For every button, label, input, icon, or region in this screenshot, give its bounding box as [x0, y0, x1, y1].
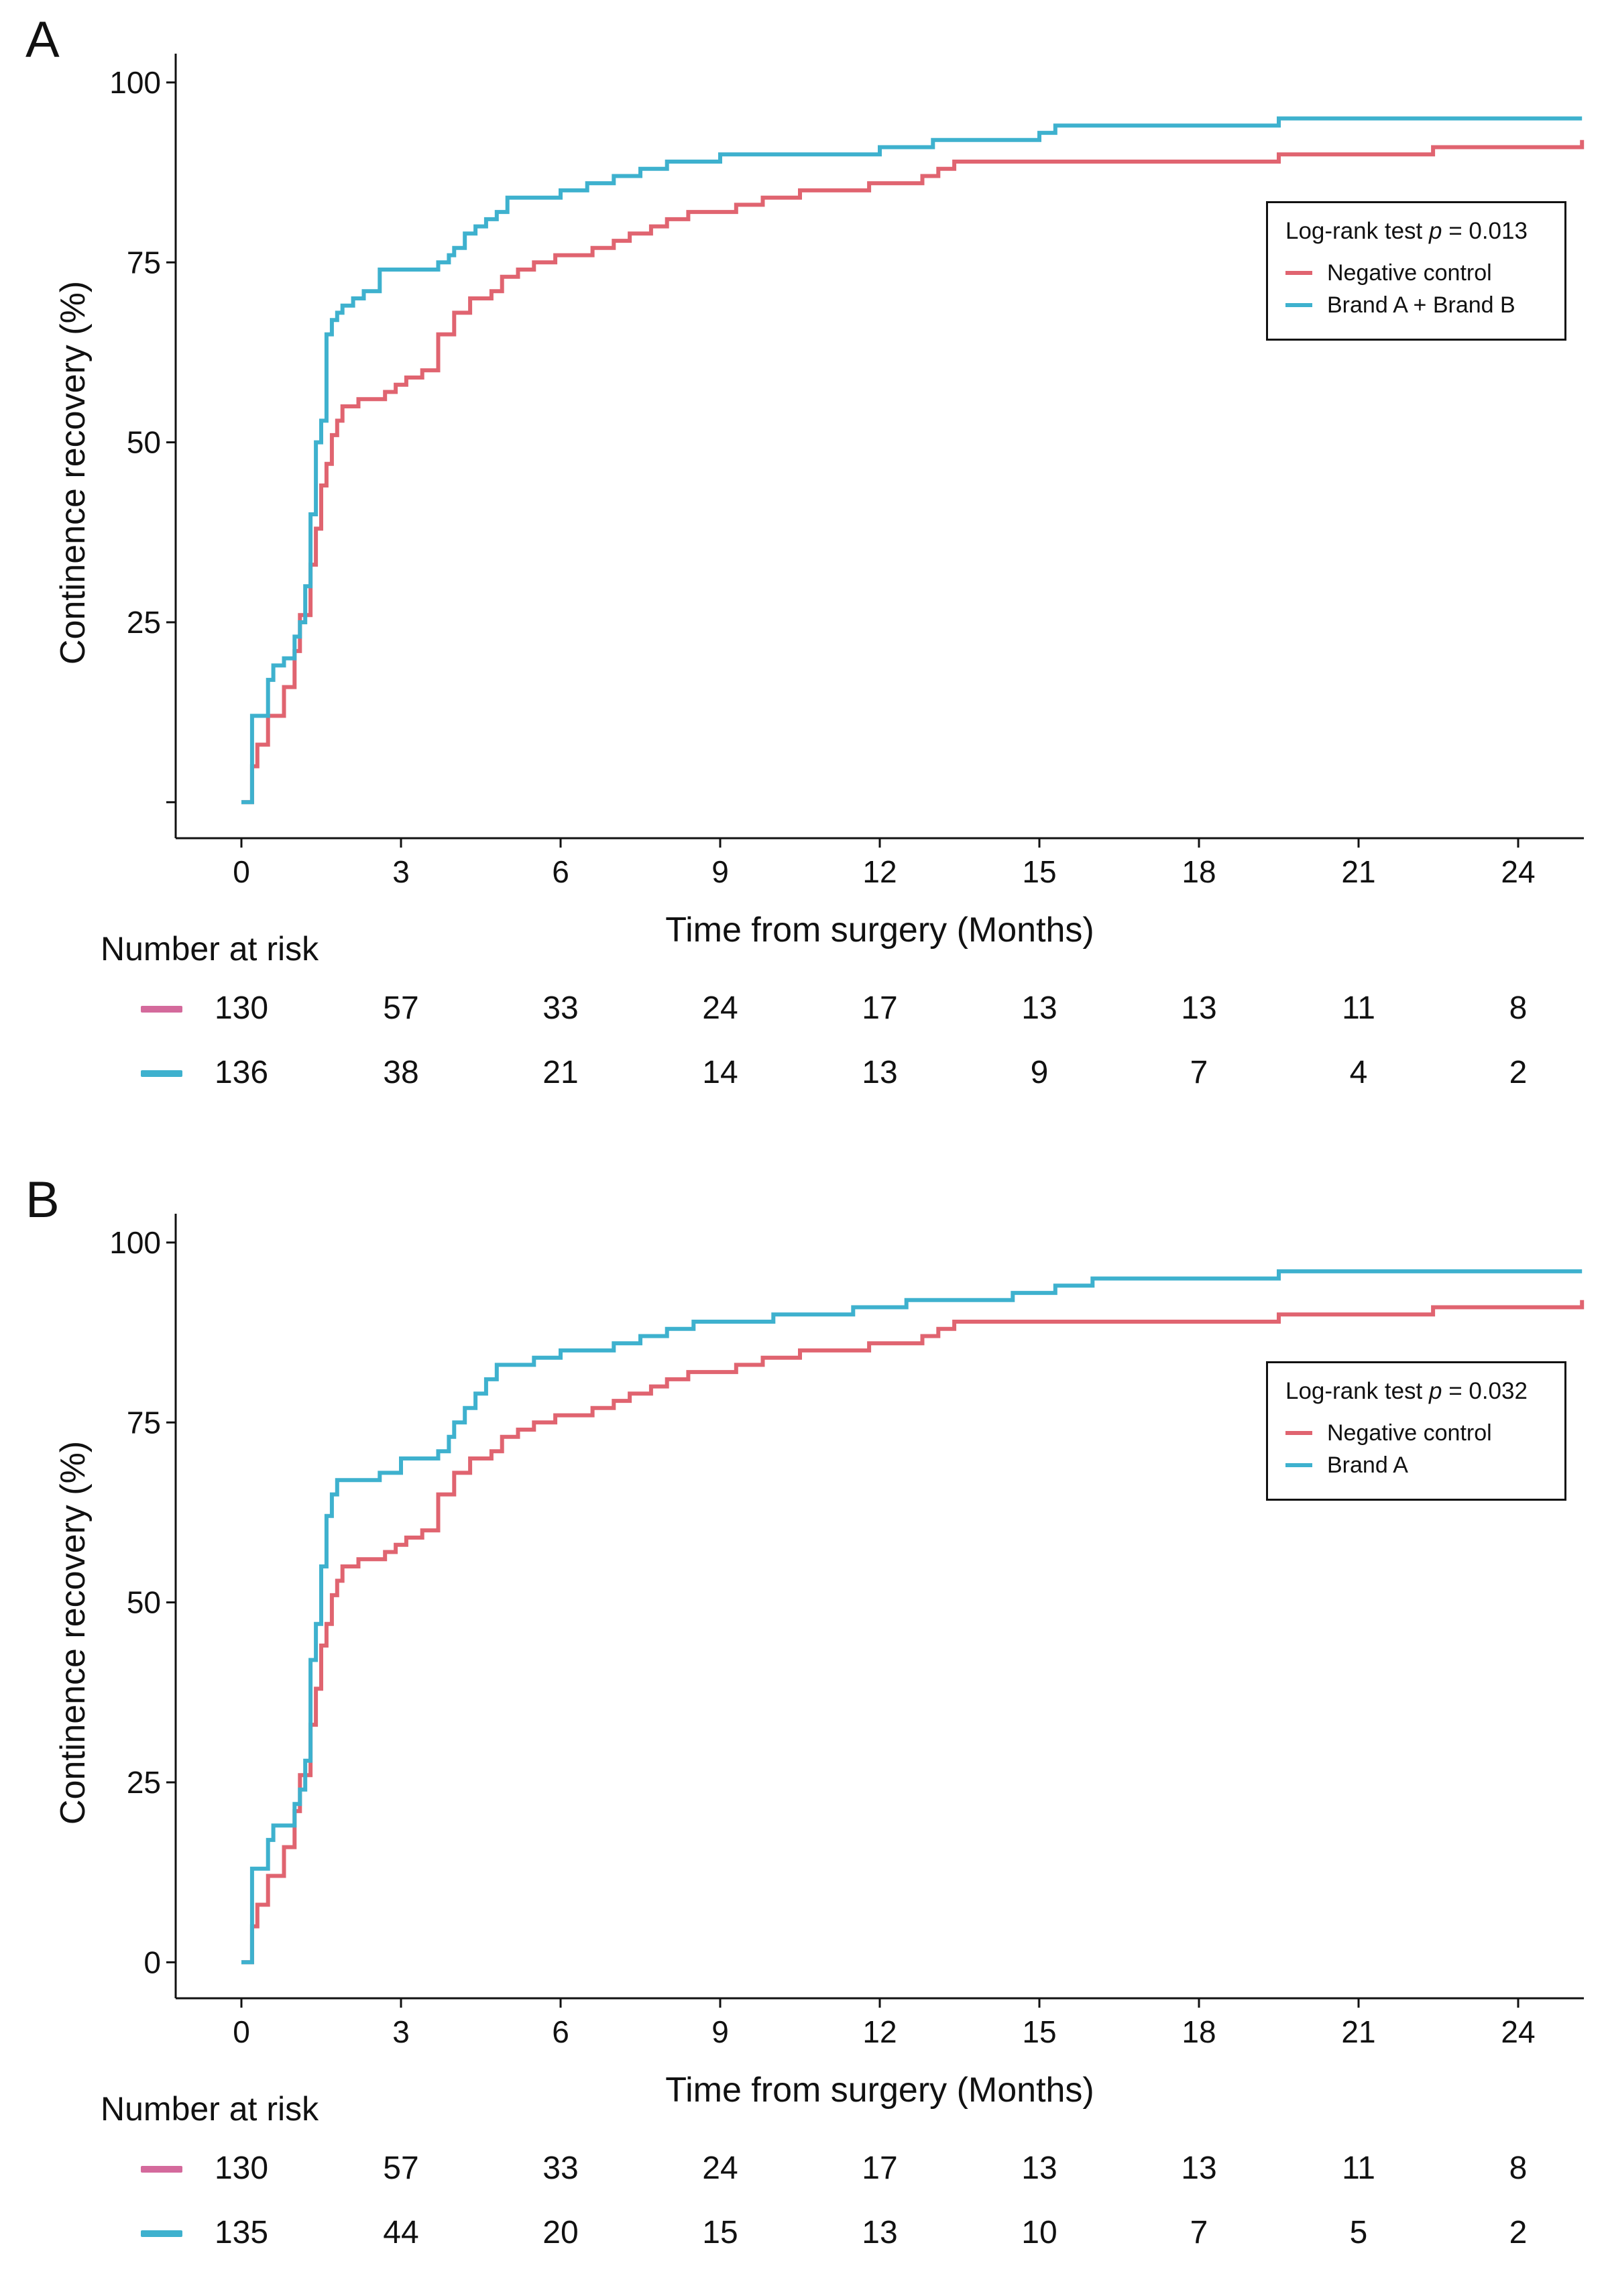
- y-axis-title: Continence recovery (%): [54, 281, 93, 665]
- legend-swatch: [1285, 1431, 1312, 1435]
- risk-count: 57: [383, 2150, 419, 2186]
- y-tick-label: 75: [127, 1405, 161, 1440]
- risk-count: 13: [1021, 2150, 1057, 2186]
- y-tick-label: 75: [127, 245, 161, 280]
- km-plot: 0 25 50 75 100 0 3 6 9 12 15 18 21 24 Time from surger…: [54, 1214, 1585, 2110]
- panel-a: A 25 50 75 100 0 3 6 9 12 15 18 21 24 Time from surge…: [0, 0, 1606, 1136]
- x-tick-label: 6: [552, 2014, 569, 2049]
- risk-row-swatch-control: [141, 2166, 182, 2173]
- legend-item-negative-control: Negative control: [1285, 260, 1492, 286]
- risk-count: 57: [383, 990, 419, 1026]
- risk-row-swatch-treatment: [141, 1070, 182, 1077]
- risk-count: 2: [1509, 1055, 1528, 1090]
- x-tick-label: 9: [711, 2014, 729, 2049]
- risk-count: 21: [542, 1055, 579, 1090]
- risk-count: 11: [1342, 990, 1375, 1026]
- x-tick-label: 12: [862, 854, 897, 889]
- risk-count: 130: [214, 2150, 269, 2186]
- y-tick-label: 50: [127, 1585, 161, 1620]
- risk-count: 8: [1509, 990, 1528, 1026]
- risk-count: 5: [1349, 2215, 1368, 2250]
- legend-item-treatment: Brand A: [1285, 1452, 1408, 1479]
- x-axis-title: Time from surgery (Months): [665, 2071, 1094, 2110]
- legend-label: Negative control: [1327, 1420, 1492, 1446]
- risk-count: 13: [1021, 990, 1057, 1026]
- risk-count: 136: [214, 1055, 269, 1090]
- risk-count: 17: [862, 990, 898, 1026]
- risk-count: 130: [214, 990, 269, 1026]
- risk-count: 15: [702, 2215, 738, 2250]
- x-tick-label: 15: [1022, 2014, 1056, 2049]
- series-line-treatment: [241, 1269, 1583, 1965]
- series-line-negative-control: [241, 1300, 1585, 1965]
- risk-count: 9: [1030, 1055, 1049, 1090]
- risk-count: 33: [542, 990, 579, 1026]
- risk-table-title: Number at risk: [101, 2090, 319, 2128]
- y-tick-label: 100: [109, 65, 161, 100]
- x-tick-label: 24: [1501, 2014, 1535, 2049]
- y-tick-label: 50: [127, 425, 161, 460]
- x-tick-label: 21: [1341, 854, 1375, 889]
- risk-count: 11: [1342, 2150, 1375, 2186]
- legend-swatch: [1285, 1463, 1312, 1467]
- panel-label: B: [25, 1171, 60, 1228]
- risk-row-swatch-control: [141, 1006, 182, 1013]
- risk-count: 13: [1181, 990, 1217, 1026]
- x-tick-label: 9: [711, 854, 729, 889]
- legend: Log-rank test p = 0.013 Negative control…: [1266, 201, 1566, 341]
- x-tick-label: 18: [1182, 2014, 1216, 2049]
- x-tick-label: 3: [392, 854, 410, 889]
- risk-count: 24: [702, 990, 738, 1026]
- y-tick-label: 100: [109, 1225, 161, 1260]
- risk-count: 8: [1509, 2150, 1528, 2186]
- panel-b: B 0 25 50 75 100 0 3 6 9 12 15 18 21 24 Time from surg…: [0, 1160, 1606, 2296]
- risk-count: 17: [862, 2150, 898, 2186]
- legend: Log-rank test p = 0.032 Negative control…: [1266, 1361, 1566, 1501]
- risk-row-swatch-treatment: [141, 2230, 182, 2237]
- risk-count: 44: [383, 2215, 419, 2250]
- risk-count: 13: [862, 2215, 898, 2250]
- risk-count: 33: [542, 2150, 579, 2186]
- legend-label: Brand A + Brand B: [1327, 292, 1515, 318]
- risk-count: 13: [862, 1055, 898, 1090]
- risk-count: 10: [1021, 2215, 1057, 2250]
- legend-item-treatment: Brand A + Brand B: [1285, 292, 1515, 319]
- legend-label: Brand A: [1327, 1452, 1408, 1478]
- legend-title: Log-rank test p = 0.032: [1285, 1378, 1528, 1404]
- risk-count: 135: [214, 2215, 269, 2250]
- legend-title: Log-rank test p = 0.013: [1285, 218, 1528, 244]
- x-tick-label: 21: [1341, 2014, 1375, 2049]
- y-tick-label: 0: [144, 1945, 161, 1979]
- legend-item-negative-control: Negative control: [1285, 1420, 1492, 1446]
- x-tick-label: 3: [392, 2014, 410, 2049]
- x-axis-title: Time from surgery (Months): [665, 911, 1094, 950]
- x-tick-label: 12: [862, 2014, 897, 2049]
- risk-count: 14: [702, 1055, 738, 1090]
- x-tick-label: 15: [1022, 854, 1056, 889]
- km-plot: 25 50 75 100 0 3 6 9 12 15 18 21 24 Time from surgery…: [54, 54, 1585, 950]
- legend-swatch: [1285, 271, 1312, 275]
- legend-label: Negative control: [1327, 260, 1492, 286]
- risk-count: 7: [1190, 2215, 1208, 2250]
- series-line-negative-control: [241, 139, 1585, 805]
- risk-count: 7: [1190, 1055, 1208, 1090]
- series-line-treatment: [241, 116, 1583, 805]
- risk-count: 24: [702, 2150, 738, 2186]
- legend-swatch: [1285, 303, 1312, 307]
- risk-count: 20: [542, 2215, 579, 2250]
- risk-count: 2: [1509, 2215, 1528, 2250]
- y-tick-label: 25: [127, 605, 161, 640]
- risk-count: 13: [1181, 2150, 1217, 2186]
- panel-label: A: [25, 11, 60, 68]
- x-tick-label: 24: [1501, 854, 1535, 889]
- y-axis-title: Continence recovery (%): [54, 1441, 93, 1825]
- risk-count: 4: [1349, 1055, 1368, 1090]
- x-tick-label: 0: [233, 2014, 250, 2049]
- x-tick-label: 6: [552, 854, 569, 889]
- x-tick-label: 0: [233, 854, 250, 889]
- y-tick-label: 25: [127, 1765, 161, 1800]
- x-tick-label: 18: [1182, 854, 1216, 889]
- risk-count: 38: [383, 1055, 419, 1090]
- risk-table-title: Number at risk: [101, 930, 319, 968]
